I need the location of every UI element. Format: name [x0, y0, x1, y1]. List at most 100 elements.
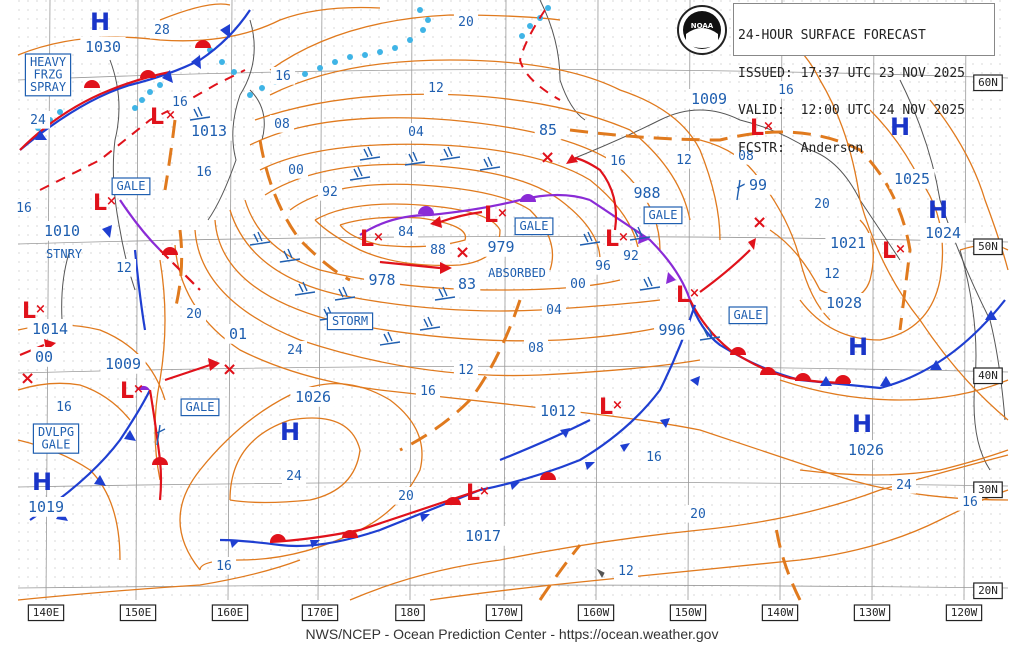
longitude-label-box	[119, 604, 157, 622]
pressure-label: 00	[35, 348, 53, 366]
longitude-label-box	[945, 604, 983, 622]
longitude-label: 140E	[33, 606, 60, 619]
warning-label-box	[728, 306, 768, 325]
high-pressure-value: 1026	[848, 441, 884, 459]
low-symbol: L×	[466, 481, 490, 506]
warning-label-box	[24, 53, 72, 97]
isobar-value: 16	[56, 400, 72, 415]
warning-label: FRZG	[34, 68, 63, 82]
warning-label: GALE	[117, 179, 146, 193]
front-symbols	[35, 24, 997, 548]
low-symbol: L×	[599, 395, 623, 420]
pressure-label: 1009	[691, 90, 727, 108]
high-pressure-value: 1028	[826, 294, 862, 312]
high-centers: H H H H H H H	[32, 8, 948, 496]
high-symbol: H	[32, 468, 52, 496]
svg-text:×: ×	[895, 242, 906, 257]
isobar-value: 88	[430, 243, 446, 258]
isobar-value-box	[565, 275, 591, 293]
pressure-label-box	[30, 347, 58, 367]
svg-text:L: L	[882, 239, 896, 264]
latitude-label-box	[973, 582, 1003, 600]
motion-arrows	[19, 156, 751, 382]
latitude-label: 30N	[978, 483, 998, 496]
warning-label-box	[514, 217, 554, 236]
warning-label-box	[32, 423, 80, 454]
warning-label: STORM	[332, 314, 368, 328]
latitude-label: 20N	[978, 584, 998, 597]
isobar-value: 16	[778, 83, 794, 98]
header-forecaster: FCSTR: Anderson	[738, 140, 864, 156]
isobar-value-box	[453, 361, 479, 379]
isobar-value: 16	[962, 495, 978, 510]
warning-label: STNRY	[46, 247, 83, 261]
isobar-value-box	[181, 305, 207, 323]
pressure-label-box	[629, 183, 665, 203]
isobar-value: 16	[196, 165, 212, 180]
low-symbol: L×	[750, 116, 774, 141]
longitude-label: 170E	[307, 606, 334, 619]
isobar-value: 12	[458, 363, 474, 378]
svg-text:L: L	[750, 116, 764, 141]
svg-text:×: ×	[133, 382, 144, 397]
high-symbol: H	[90, 8, 110, 36]
high-pressure-value: 1025	[894, 170, 930, 188]
isobar-value: 08	[738, 149, 754, 164]
warning-label-box	[111, 177, 151, 196]
isobar-value-box	[11, 199, 37, 217]
warning-label: SPRAY	[30, 80, 67, 94]
troughs	[163, 119, 912, 601]
isobar-value: 12	[824, 267, 840, 282]
isobar-value: 16	[420, 384, 436, 399]
isobar-value-box	[891, 476, 917, 494]
pressure-label: 996	[658, 321, 685, 339]
isobar-value: 24	[30, 113, 46, 128]
isobar-value-box	[111, 259, 137, 277]
svg-text:L: L	[22, 299, 36, 324]
isobar-value-box	[685, 505, 711, 523]
high-pressure-value-box	[889, 169, 935, 189]
pressure-label: 979	[487, 238, 514, 256]
isobar-value-box	[819, 265, 845, 283]
longitude-label: 180	[400, 606, 420, 619]
low-x-marker: ×	[20, 368, 35, 389]
isobar-value-box	[191, 163, 217, 181]
isobar-value-box	[283, 161, 309, 179]
warning-label: HEAVY	[30, 55, 67, 69]
isobar-value-box	[773, 81, 799, 99]
pressure-label: 988	[633, 184, 660, 202]
pressure-label-box	[453, 274, 481, 294]
isobar-value-box	[641, 448, 667, 466]
isobar-value: 16	[610, 154, 626, 169]
low-symbol: L×	[484, 203, 508, 228]
low-x-marker: ×	[540, 147, 555, 168]
header-valid: VALID: 12:00 UTC 24 NOV 2025	[738, 103, 965, 118]
svg-text:NOAA: NOAA	[691, 22, 714, 30]
high-pressure-value-box	[821, 293, 867, 313]
pressure-label-box	[483, 237, 519, 257]
pressure-label: 99	[749, 176, 767, 194]
isobar-value: 12	[676, 153, 692, 168]
longitude-label-box	[395, 604, 425, 622]
svg-text:L: L	[120, 379, 134, 404]
pressure-label-box	[535, 401, 581, 421]
isobar-value-box	[167, 93, 193, 111]
isobar-value-box	[425, 241, 451, 259]
latitude-label-box	[973, 238, 1003, 256]
high-symbol: H	[848, 333, 868, 361]
high-pressure-value: 1024	[925, 224, 961, 242]
isobar-value-box	[671, 151, 697, 169]
longitude-label: 170W	[491, 606, 518, 619]
isobar-value-box	[282, 341, 308, 359]
high-symbol: H	[852, 410, 872, 438]
low-symbol: L×	[605, 227, 629, 252]
svg-text:L: L	[484, 203, 498, 228]
pressure-label: 1010	[44, 222, 80, 240]
longitude-label: 150W	[675, 606, 702, 619]
isobar-value: 16	[216, 559, 232, 574]
isobar-value-box	[733, 147, 759, 165]
svg-text:L: L	[676, 283, 690, 308]
isobar-value-box	[957, 493, 983, 511]
isobar-value-box	[523, 339, 549, 357]
